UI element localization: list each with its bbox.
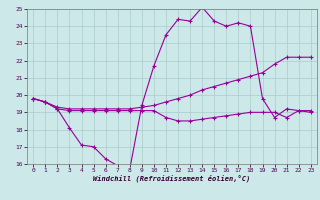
X-axis label: Windchill (Refroidissement éolien,°C): Windchill (Refroidissement éolien,°C): [93, 175, 251, 182]
